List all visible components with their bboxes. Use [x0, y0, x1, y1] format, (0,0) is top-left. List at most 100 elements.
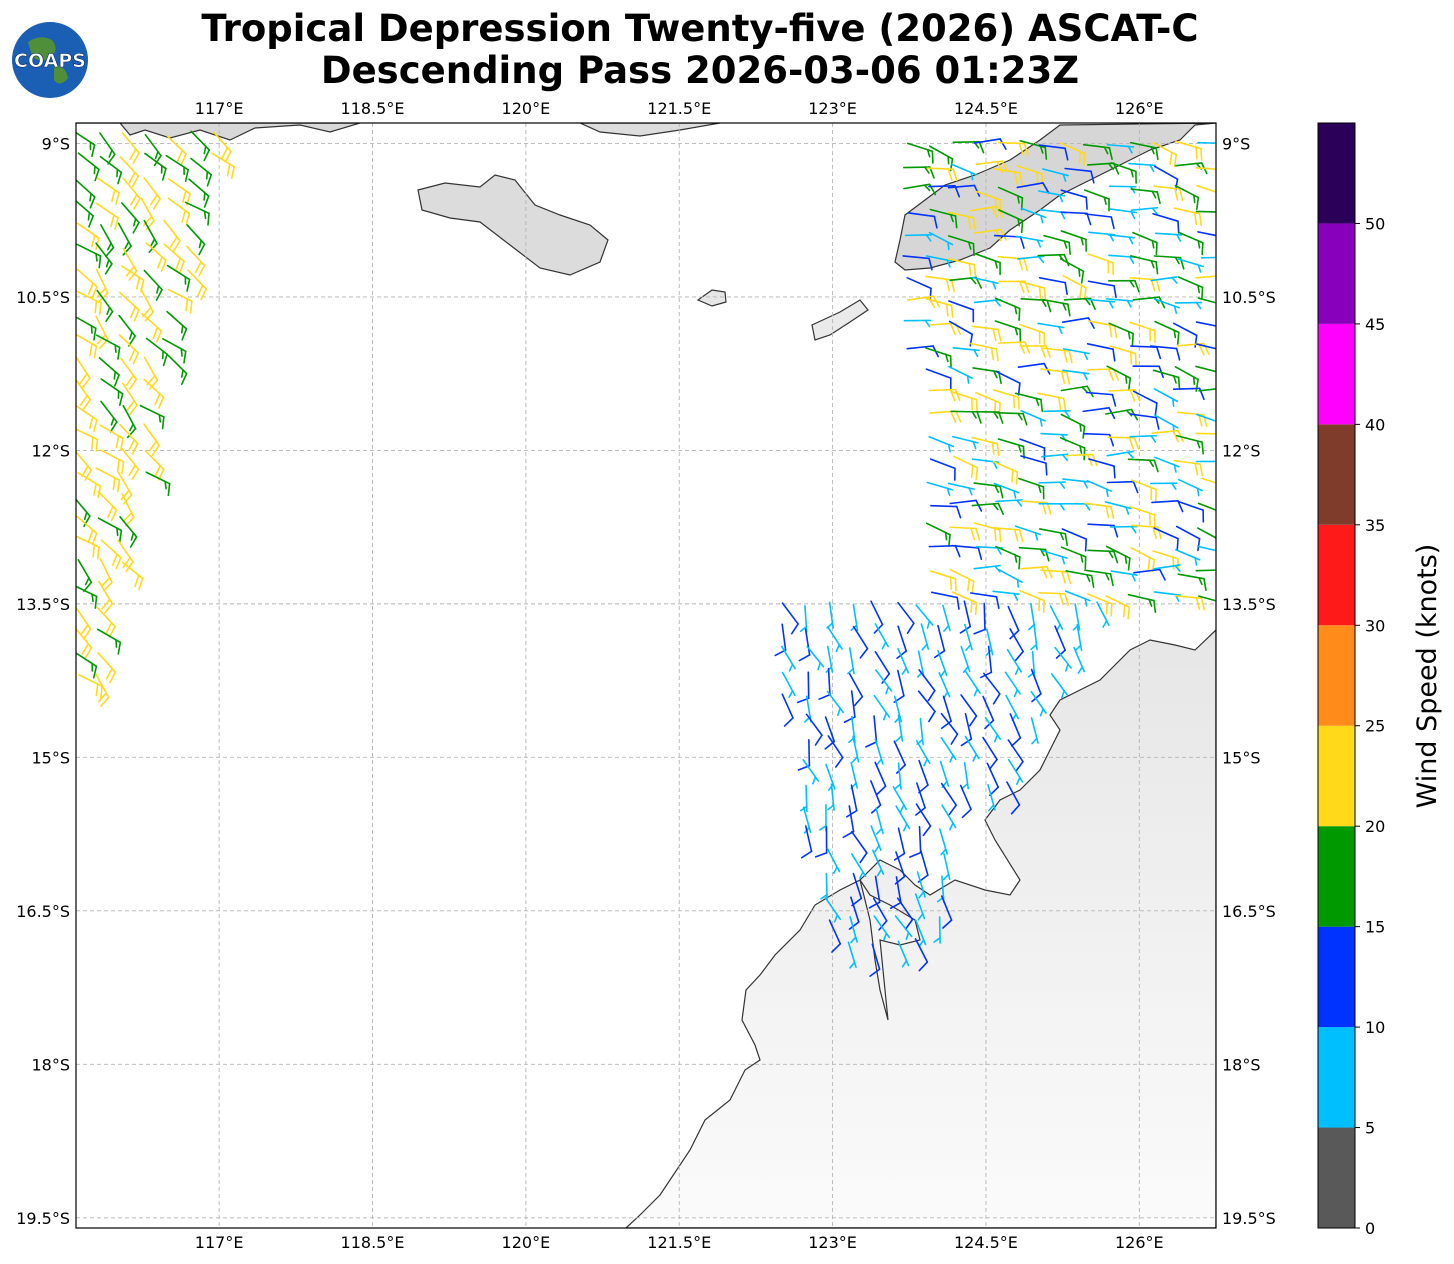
- wind-barb: [1106, 365, 1132, 391]
- colorbar-tick-label: 30: [1365, 616, 1385, 635]
- wind-barb: [1020, 565, 1053, 579]
- wind-barb: [119, 156, 139, 188]
- lon-tick-label-top: 126°E: [1115, 99, 1164, 118]
- wind-barb: [971, 325, 1002, 342]
- wind-barb: [964, 670, 981, 697]
- wind-barb: [1200, 477, 1216, 484]
- wind-barb: [1085, 391, 1117, 407]
- lon-tick-label-top: 123°E: [808, 99, 857, 118]
- lon-tick-label-top: 118.5°E: [341, 99, 405, 118]
- wind-barb: [1019, 589, 1045, 613]
- wind-barb: [1129, 321, 1156, 344]
- wind-barb: [959, 784, 972, 819]
- wind-barb: [1177, 276, 1204, 300]
- wind-barb: [165, 154, 190, 182]
- colorbar-tick-label: 45: [1365, 315, 1385, 334]
- wind-barb: [1020, 207, 1047, 224]
- wind-barb: [865, 715, 878, 748]
- wind-barb: [187, 269, 208, 301]
- wind-barb: [947, 235, 975, 257]
- wind-barb: [76, 378, 91, 411]
- wind-barb: [119, 423, 139, 455]
- wind-barb: [1084, 569, 1114, 587]
- wind-barb: [162, 338, 187, 364]
- wind-barb: [928, 388, 961, 402]
- wind-barb: [1130, 206, 1159, 215]
- wind-barb: [805, 713, 823, 746]
- wind-barb: [1042, 347, 1073, 364]
- wind-barb: [897, 601, 915, 634]
- lon-tick-label-bottom: 120°E: [502, 1233, 551, 1252]
- wind-barb: [120, 357, 138, 390]
- colorbar-tick-label: 25: [1365, 717, 1385, 736]
- wind-barb: [1129, 413, 1160, 430]
- wind-barb: [1073, 646, 1086, 674]
- wind-barb: [1019, 438, 1046, 461]
- wind-barb: [1195, 167, 1216, 170]
- colorbar-label: Wind Speed (knots): [1412, 544, 1443, 809]
- wind-barb: [96, 606, 116, 638]
- wind-barb: [1132, 231, 1158, 256]
- wind-barb: [951, 163, 977, 181]
- wind-barb: [950, 391, 978, 413]
- wind-barb: [99, 449, 125, 475]
- wind-barb: [1106, 143, 1135, 154]
- wind-barb: [99, 558, 113, 592]
- wind-barb: [802, 759, 820, 785]
- wind-barb: [992, 527, 1024, 543]
- wind-barb: [143, 378, 165, 409]
- wind-barb: [118, 291, 140, 322]
- wind-barb: [982, 695, 995, 730]
- wind-barb: [1082, 143, 1113, 160]
- lat-tick-label-left: 9°S: [42, 134, 70, 153]
- wind-barb: [1087, 523, 1119, 538]
- wind-barb: [1062, 348, 1091, 361]
- wind-barb: [1088, 458, 1116, 479]
- wind-barb: [118, 334, 140, 365]
- wind-barb: [1018, 546, 1050, 562]
- wind-barb: [904, 234, 933, 242]
- wind-barb: [166, 310, 188, 341]
- wind-barb: [942, 853, 951, 881]
- wind-barb: [873, 915, 891, 941]
- wind-barb: [186, 245, 206, 277]
- wind-barb: [1196, 184, 1216, 193]
- colorbar-tick-label: 5: [1365, 1119, 1375, 1138]
- wind-barb: [928, 231, 954, 251]
- wind-barb: [1030, 622, 1038, 651]
- lon-tick-label-top: 121.5°E: [647, 99, 711, 118]
- wind-barb: [76, 243, 102, 269]
- wind-barb: [1195, 413, 1216, 423]
- wind-barb: [1009, 713, 1022, 747]
- wind-barb: [1054, 646, 1072, 672]
- wind-barb: [117, 222, 132, 256]
- wind-barb: [121, 448, 140, 481]
- wind-barb: [1152, 212, 1180, 234]
- wind-barb: [970, 592, 1000, 610]
- wind-barb: [1037, 322, 1065, 335]
- wind-barb: [1014, 525, 1042, 541]
- wind-barb: [819, 804, 827, 832]
- wind-barb: [847, 647, 855, 675]
- wind-barb: [1065, 570, 1095, 588]
- wind-barb: [982, 736, 998, 770]
- wind-barb: [894, 762, 902, 790]
- wind-barb: [1153, 388, 1179, 407]
- wind-barb: [928, 435, 955, 453]
- wind-barb: [188, 178, 210, 208]
- wind-barb: [930, 591, 960, 610]
- wind-barb: [973, 602, 986, 635]
- wind-barb: [930, 504, 962, 519]
- wind-barb: [1106, 450, 1134, 459]
- lat-tick-label-right: 13.5°S: [1222, 595, 1276, 614]
- wind-barb: [998, 569, 1023, 588]
- wind-barb: [998, 209, 1024, 234]
- wind-barb: [973, 564, 1001, 573]
- wind-barb: [211, 152, 235, 180]
- wind-barb: [907, 212, 938, 229]
- wind-barb: [1086, 479, 1112, 498]
- wind-barb: [1177, 500, 1205, 523]
- wind-barb: [1106, 480, 1139, 494]
- wind-barb: [1175, 525, 1201, 552]
- wind-barb: [947, 258, 977, 277]
